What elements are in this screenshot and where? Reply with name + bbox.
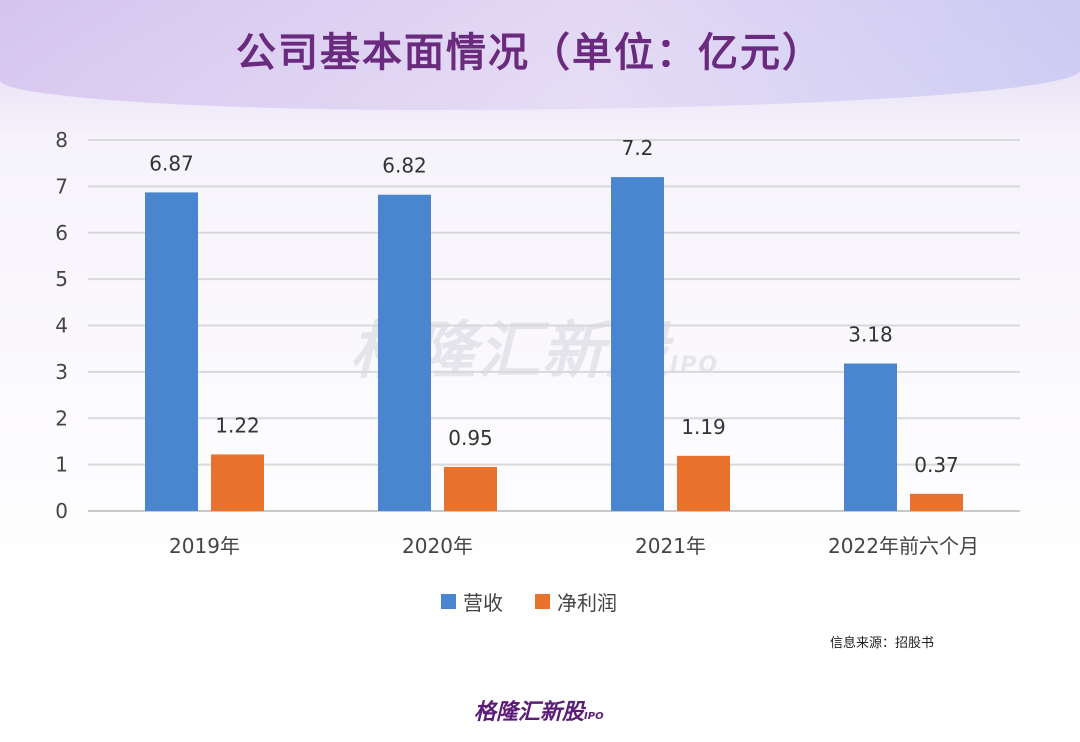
x-tick-label: 2019年 bbox=[169, 534, 240, 558]
x-tick-label: 2021年 bbox=[635, 534, 706, 558]
data-label: 0.37 bbox=[914, 453, 959, 477]
y-tick-label: 7 bbox=[55, 174, 68, 198]
x-axis: 2019年 2020年 2021年 2022年前六个月 bbox=[169, 534, 979, 558]
y-tick-label: 6 bbox=[55, 221, 68, 245]
bar-net-profit bbox=[211, 454, 264, 511]
data-label: 1.19 bbox=[681, 415, 726, 439]
bar-net-profit bbox=[444, 466, 497, 511]
legend: 营收 净利润 bbox=[441, 591, 617, 615]
bar-net-profit bbox=[910, 493, 963, 511]
y-tick-label: 2 bbox=[55, 406, 68, 430]
y-tick-label: 8 bbox=[55, 128, 68, 152]
data-label: 6.87 bbox=[149, 151, 194, 175]
bar-revenue bbox=[844, 363, 897, 511]
value-labels: 6.87 1.22 6.82 0.95 7.2 1.19 3.18 0.37 bbox=[149, 136, 959, 477]
data-label: 6.82 bbox=[382, 154, 427, 178]
y-axis: 0 1 2 3 4 5 6 7 8 bbox=[55, 128, 68, 523]
brand-logo: 格隆汇新股IPO bbox=[474, 694, 604, 726]
legend-swatch bbox=[441, 594, 456, 609]
y-tick-label: 1 bbox=[55, 453, 68, 477]
x-tick-label: 2020年 bbox=[402, 534, 473, 558]
bar-revenue bbox=[611, 177, 664, 511]
y-tick-label: 3 bbox=[55, 360, 68, 384]
y-tick-label: 4 bbox=[55, 314, 68, 338]
logo-tag: IPO bbox=[584, 711, 604, 722]
legend-label: 营收 bbox=[463, 591, 503, 615]
data-label: 7.2 bbox=[622, 136, 654, 160]
source-note: 信息来源：招股书 bbox=[830, 636, 935, 651]
y-tick-label: 5 bbox=[55, 267, 68, 291]
watermark-tag: IPO bbox=[670, 353, 720, 378]
bar-net-profit bbox=[677, 455, 730, 511]
legend-swatch bbox=[535, 594, 550, 609]
data-label: 3.18 bbox=[848, 323, 893, 347]
logo-text: 格隆汇新股 bbox=[474, 700, 585, 725]
bars bbox=[145, 177, 963, 511]
y-tick-label: 0 bbox=[55, 499, 68, 523]
x-tick-label: 2022年前六个月 bbox=[828, 534, 979, 558]
header-band bbox=[0, 0, 1080, 110]
bar-revenue bbox=[145, 192, 198, 511]
bar-revenue bbox=[378, 194, 431, 511]
legend-label: 净利润 bbox=[557, 591, 617, 615]
data-label: 1.22 bbox=[215, 413, 260, 437]
page-title: 公司基本面情况（单位：亿元） bbox=[236, 30, 824, 76]
data-label: 0.95 bbox=[448, 426, 493, 450]
